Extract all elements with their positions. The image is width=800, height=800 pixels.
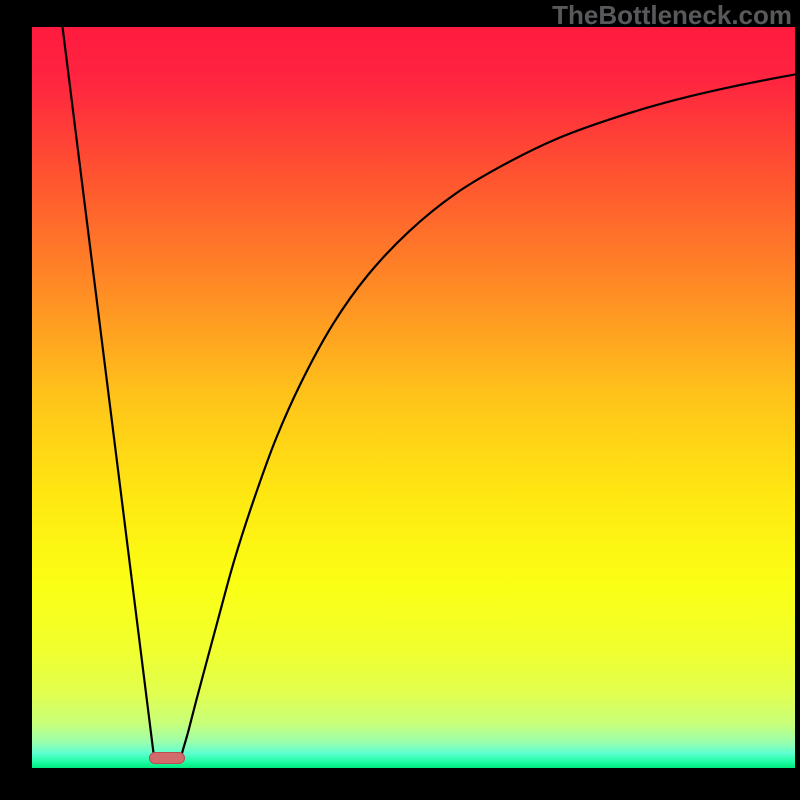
optimal-marker [149, 752, 185, 764]
watermark-text: TheBottleneck.com [552, 0, 792, 31]
bottleneck-curve [32, 27, 795, 768]
plot-area [32, 27, 795, 768]
frame-border-left [0, 0, 32, 800]
frame-border-right [795, 0, 800, 800]
frame-border-bottom [0, 768, 800, 800]
chart-frame: TheBottleneck.com [0, 0, 800, 800]
